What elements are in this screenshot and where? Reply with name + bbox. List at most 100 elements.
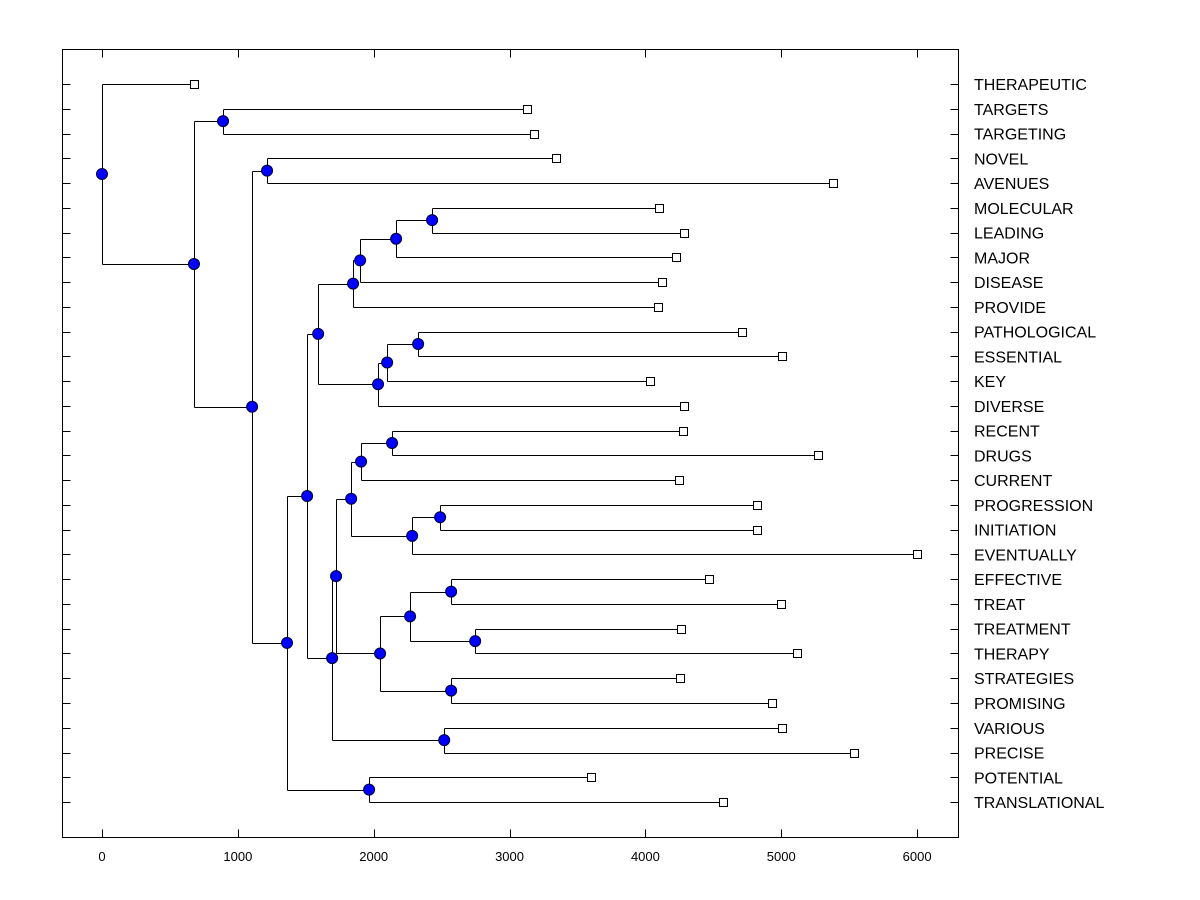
leaf-marker xyxy=(719,798,728,807)
leaf-label: PROGRESSION xyxy=(974,498,1093,515)
leaf-label: INITIATION xyxy=(974,523,1056,540)
cluster-node-J xyxy=(347,277,360,290)
cluster-node-D xyxy=(261,164,274,177)
leaf-markers xyxy=(190,80,922,807)
dendrogram-links xyxy=(102,84,918,803)
leaf-label: MAJOR xyxy=(974,250,1030,267)
cluster-node-K xyxy=(372,378,385,391)
cluster-node-R xyxy=(438,734,451,747)
cluster-node-T xyxy=(374,647,387,660)
leaf-label: TARGETING xyxy=(974,127,1066,144)
cluster-node-P xyxy=(412,337,425,350)
axis-ticks xyxy=(62,49,959,838)
leaf-label: PATHOLOGICAL xyxy=(974,325,1096,342)
cluster-node-W xyxy=(386,437,399,450)
leaf-marker xyxy=(523,105,532,114)
cluster-node-O xyxy=(381,356,394,369)
leaf-label: AVENUES xyxy=(974,176,1049,193)
cluster-node-V xyxy=(406,529,419,542)
leaf-marker xyxy=(679,427,688,436)
leaf-marker xyxy=(552,154,561,163)
leaf-label: PRECISE xyxy=(974,746,1044,763)
leaf-marker xyxy=(680,402,689,411)
x-tick-label: 0 xyxy=(98,849,105,864)
leaf-marker xyxy=(587,773,596,782)
cluster-node-AA xyxy=(445,585,458,598)
leaf-label: TREAT xyxy=(974,597,1025,614)
leaf-marker xyxy=(814,451,823,460)
leaf-label: VARIOUS xyxy=(974,721,1045,738)
x-tick-label: 5000 xyxy=(767,849,796,864)
leaf-label: EVENTUALLY xyxy=(974,547,1077,564)
leaf-label: RECENT xyxy=(974,424,1040,441)
leaf-label: DRUGS xyxy=(974,448,1032,465)
leaf-marker xyxy=(672,253,681,262)
x-axis-tick-labels: 0 1000 2000 3000 4000 5000 6000 xyxy=(98,849,931,864)
leaf-marker xyxy=(753,501,762,510)
leaf-label: TARGETS xyxy=(974,102,1048,119)
leaf-marker xyxy=(793,649,802,658)
cluster-node-root xyxy=(96,167,108,180)
cluster-node-X xyxy=(434,511,447,524)
leaf-marker xyxy=(913,550,922,559)
leaf-marker xyxy=(753,526,762,535)
leaf-label: STRATEGIES xyxy=(974,671,1074,688)
leaf-marker xyxy=(658,278,667,287)
x-tick-label: 3000 xyxy=(495,849,524,864)
cluster-node-Z xyxy=(445,684,458,697)
x-tick-label: 6000 xyxy=(903,849,932,864)
leaf-marker xyxy=(530,130,539,139)
leaf-label: ESSENTIAL xyxy=(974,349,1062,366)
leaf-marker xyxy=(778,352,787,361)
leaf-marker xyxy=(655,204,664,213)
cluster-node-S xyxy=(345,492,358,505)
cluster-node-U xyxy=(355,455,368,468)
leaf-label: PROVIDE xyxy=(974,300,1046,317)
leaf-label: KEY xyxy=(974,374,1006,391)
leaf-label: CURRENT xyxy=(974,473,1052,490)
cluster-node-N xyxy=(426,214,439,227)
cluster-node-H xyxy=(312,327,325,340)
leaf-label: TRANSLATIONAL xyxy=(974,795,1105,812)
x-tick-label: 4000 xyxy=(631,849,660,864)
x-tick-label: 2000 xyxy=(359,849,388,864)
leaf-marker xyxy=(829,179,838,188)
leaf-marker xyxy=(705,575,714,584)
leaf-marker xyxy=(676,674,685,683)
leaf-marker xyxy=(777,600,786,609)
node-markers xyxy=(96,115,482,796)
plot-frame xyxy=(62,49,959,838)
leaf-marker xyxy=(646,377,655,386)
leaf-label: MOLECULAR xyxy=(974,201,1074,218)
leaf-marker xyxy=(677,625,686,634)
leaf-marker xyxy=(738,328,747,337)
leaf-labels: THERAPEUTIC TARGETS TARGETING NOVEL AVENUES M… xyxy=(974,77,1105,812)
leaf-marker xyxy=(675,476,684,485)
leaf-label: EFFECTIVE xyxy=(974,572,1062,589)
leaf-marker xyxy=(680,229,689,238)
cluster-node-F xyxy=(301,490,314,503)
cluster-node-E xyxy=(281,636,294,649)
cluster-node-Y xyxy=(404,610,417,623)
cluster-node-Lnode xyxy=(354,254,367,267)
cluster-node-C xyxy=(246,400,259,413)
cluster-node-AB xyxy=(469,635,482,648)
cluster-node-B xyxy=(217,115,230,128)
leaf-marker xyxy=(654,303,663,312)
leaf-label: DISEASE xyxy=(974,275,1043,292)
leaf-label: NOVEL xyxy=(974,151,1028,168)
cluster-node-Q xyxy=(330,570,343,583)
cluster-node-M xyxy=(390,232,403,245)
leaf-label: DIVERSE xyxy=(974,399,1044,416)
cluster-node-A xyxy=(187,257,200,270)
leaf-label: LEADING xyxy=(974,226,1044,243)
leaf-marker xyxy=(850,749,859,758)
cluster-node-I xyxy=(326,652,339,665)
leaf-marker xyxy=(768,699,777,708)
leaf-label: TREATMENT xyxy=(974,622,1071,639)
leaf-label: POTENTIAL xyxy=(974,770,1063,787)
leaf-marker xyxy=(778,724,787,733)
leaf-label: THERAPEUTIC xyxy=(974,77,1087,94)
cluster-node-G xyxy=(363,783,376,796)
